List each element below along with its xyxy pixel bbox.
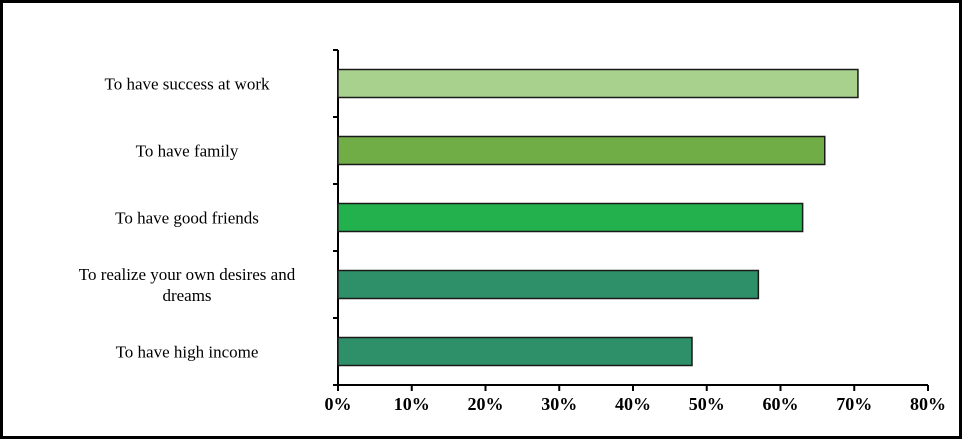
x-tick-label: 80% <box>910 394 946 414</box>
y-tick-label: To have success at work <box>104 74 270 93</box>
x-tick-label: 30% <box>541 394 577 414</box>
x-tick-label: 20% <box>468 394 504 414</box>
bar <box>337 135 826 166</box>
x-tick-label: 50% <box>689 394 725 414</box>
x-tick-label: 60% <box>763 394 799 414</box>
x-tick-label: 70% <box>836 394 872 414</box>
bar <box>337 68 859 99</box>
y-tick-label: To realize your own desires and dreams <box>78 264 296 305</box>
y-tick-label: To have family <box>135 141 239 160</box>
bar <box>337 336 693 367</box>
y-tick-label: To have high income <box>115 342 259 361</box>
x-tick-label: 40% <box>615 394 651 414</box>
y-tick-label: To have good friends <box>115 208 259 227</box>
x-tick-label: 10% <box>394 394 430 414</box>
bar <box>337 269 760 300</box>
bar <box>337 202 804 233</box>
x-tick-label: 0% <box>325 394 352 414</box>
